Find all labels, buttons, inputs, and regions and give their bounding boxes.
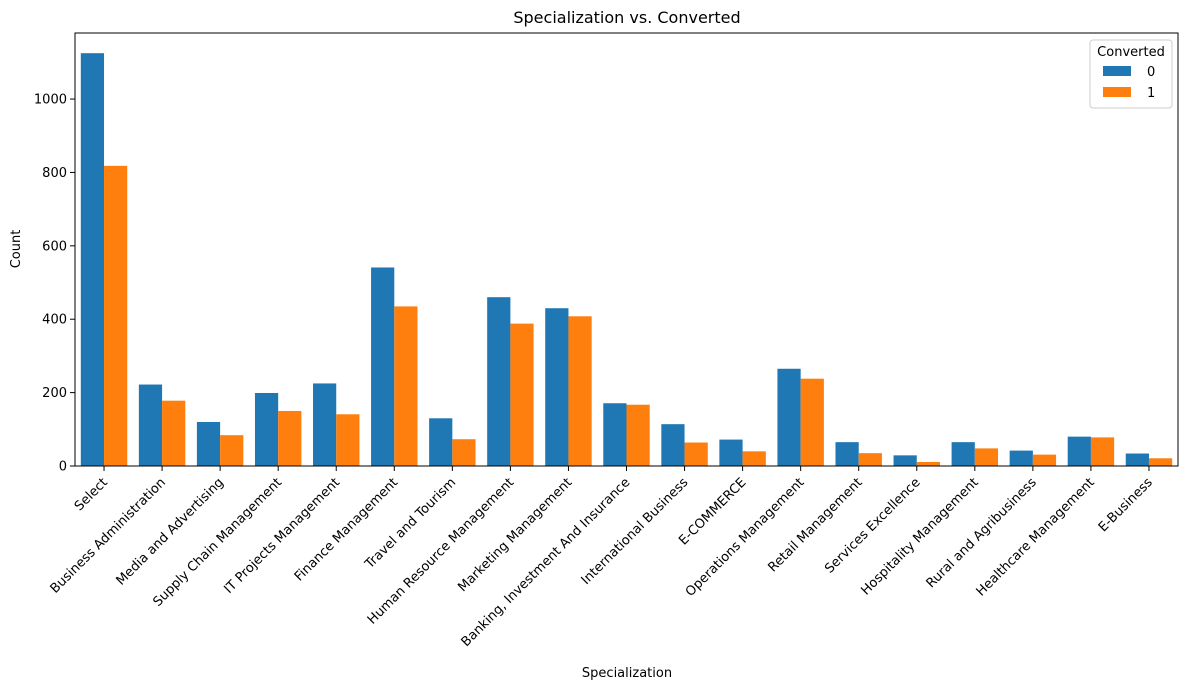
x-tick-label: Marketing Management bbox=[455, 475, 575, 595]
y-tick-label: 200 bbox=[42, 386, 67, 401]
bar-series-0-12 bbox=[719, 439, 743, 466]
bar-series-1-15 bbox=[916, 461, 940, 466]
bar-series-1-11 bbox=[684, 442, 708, 466]
y-tick-label: 600 bbox=[42, 239, 67, 254]
bar-series-1-17 bbox=[1032, 454, 1057, 466]
bar-series-1-13 bbox=[800, 378, 824, 466]
legend: Converted 0 1 bbox=[1089, 39, 1173, 109]
legend-swatch-1 bbox=[1103, 87, 1131, 97]
legend-label-0: 0 bbox=[1147, 65, 1155, 80]
x-tick-label: Finance Management bbox=[292, 475, 401, 584]
bar-series-0-9 bbox=[545, 308, 569, 466]
x-tick-label: E-Business bbox=[1096, 475, 1156, 535]
bar-series-1-19 bbox=[1148, 458, 1173, 466]
x-tick-label: Business Administration bbox=[48, 475, 169, 596]
bar-series-0-16 bbox=[951, 442, 975, 466]
x-tick-label: Healthcare Management bbox=[974, 475, 1098, 599]
bar-series-1-3 bbox=[220, 435, 244, 466]
bar-series-0-4 bbox=[254, 392, 279, 466]
x-tick-label: Hospitality Management bbox=[858, 475, 981, 598]
bar-series-0-2 bbox=[138, 384, 163, 466]
bar-series-1-10 bbox=[626, 404, 650, 466]
bar-series-0-11 bbox=[661, 424, 685, 466]
bar-series-1-8 bbox=[510, 323, 534, 466]
y-tick-label: 0 bbox=[59, 460, 67, 475]
bar-series-1-2 bbox=[162, 400, 186, 466]
bar-series-0-5 bbox=[313, 383, 337, 466]
bar-series-0-13 bbox=[777, 368, 801, 466]
legend-label-1: 1 bbox=[1147, 86, 1155, 101]
bar-series-0-17 bbox=[1009, 450, 1033, 466]
bar-series-1-6 bbox=[394, 306, 418, 466]
x-tick-label: Media and Advertising bbox=[114, 475, 227, 588]
bar-series-1-7 bbox=[452, 439, 476, 466]
bar-series-0-18 bbox=[1067, 436, 1091, 466]
x-tick-label: Select bbox=[72, 475, 111, 514]
y-tick-label: 1000 bbox=[34, 93, 67, 108]
x-tick-label: Operations Management bbox=[683, 475, 808, 600]
bar-series-0-6 bbox=[371, 267, 395, 466]
bar-series-0-8 bbox=[487, 297, 511, 466]
x-tick-label: IT Projects Management bbox=[221, 475, 343, 597]
x-tick-label: Services Excellence bbox=[822, 475, 923, 576]
bar-series-1-16 bbox=[974, 448, 999, 466]
bar-series-0-15 bbox=[893, 455, 917, 466]
x-axis-title: Specialization bbox=[582, 666, 672, 681]
y-tick-label: 800 bbox=[42, 166, 67, 181]
x-tick-label: Rural and Agribusiness bbox=[924, 475, 1040, 591]
legend-title: Converted bbox=[1097, 45, 1165, 60]
bar-series-1-14 bbox=[858, 453, 882, 466]
bar-series-0-3 bbox=[196, 421, 221, 466]
y-axis-title: Count bbox=[9, 230, 24, 269]
bar-series-1-5 bbox=[336, 414, 360, 466]
x-tick-label: International Business bbox=[579, 475, 692, 588]
bar-series-0-19 bbox=[1125, 453, 1149, 466]
bar-series-1-1 bbox=[104, 165, 128, 466]
y-axis: 0 200 400 600 800 1000 bbox=[34, 93, 75, 475]
bar-series-1-4 bbox=[278, 410, 302, 466]
legend-swatch-0 bbox=[1103, 66, 1131, 76]
bar-series-0-1 bbox=[80, 53, 105, 467]
y-tick-label: 400 bbox=[42, 313, 67, 328]
bar-series-0-10 bbox=[603, 403, 627, 466]
bar-series-1-9 bbox=[568, 316, 592, 466]
bar-series-1-12 bbox=[742, 451, 766, 466]
plot-frame bbox=[74, 32, 1179, 467]
chart-title: Specialization vs. Converted bbox=[513, 8, 740, 27]
bar-series-1-18 bbox=[1090, 437, 1115, 466]
bar-series-0-14 bbox=[835, 442, 859, 466]
bar-series-0-7 bbox=[429, 418, 453, 466]
plot-area bbox=[74, 32, 1179, 467]
